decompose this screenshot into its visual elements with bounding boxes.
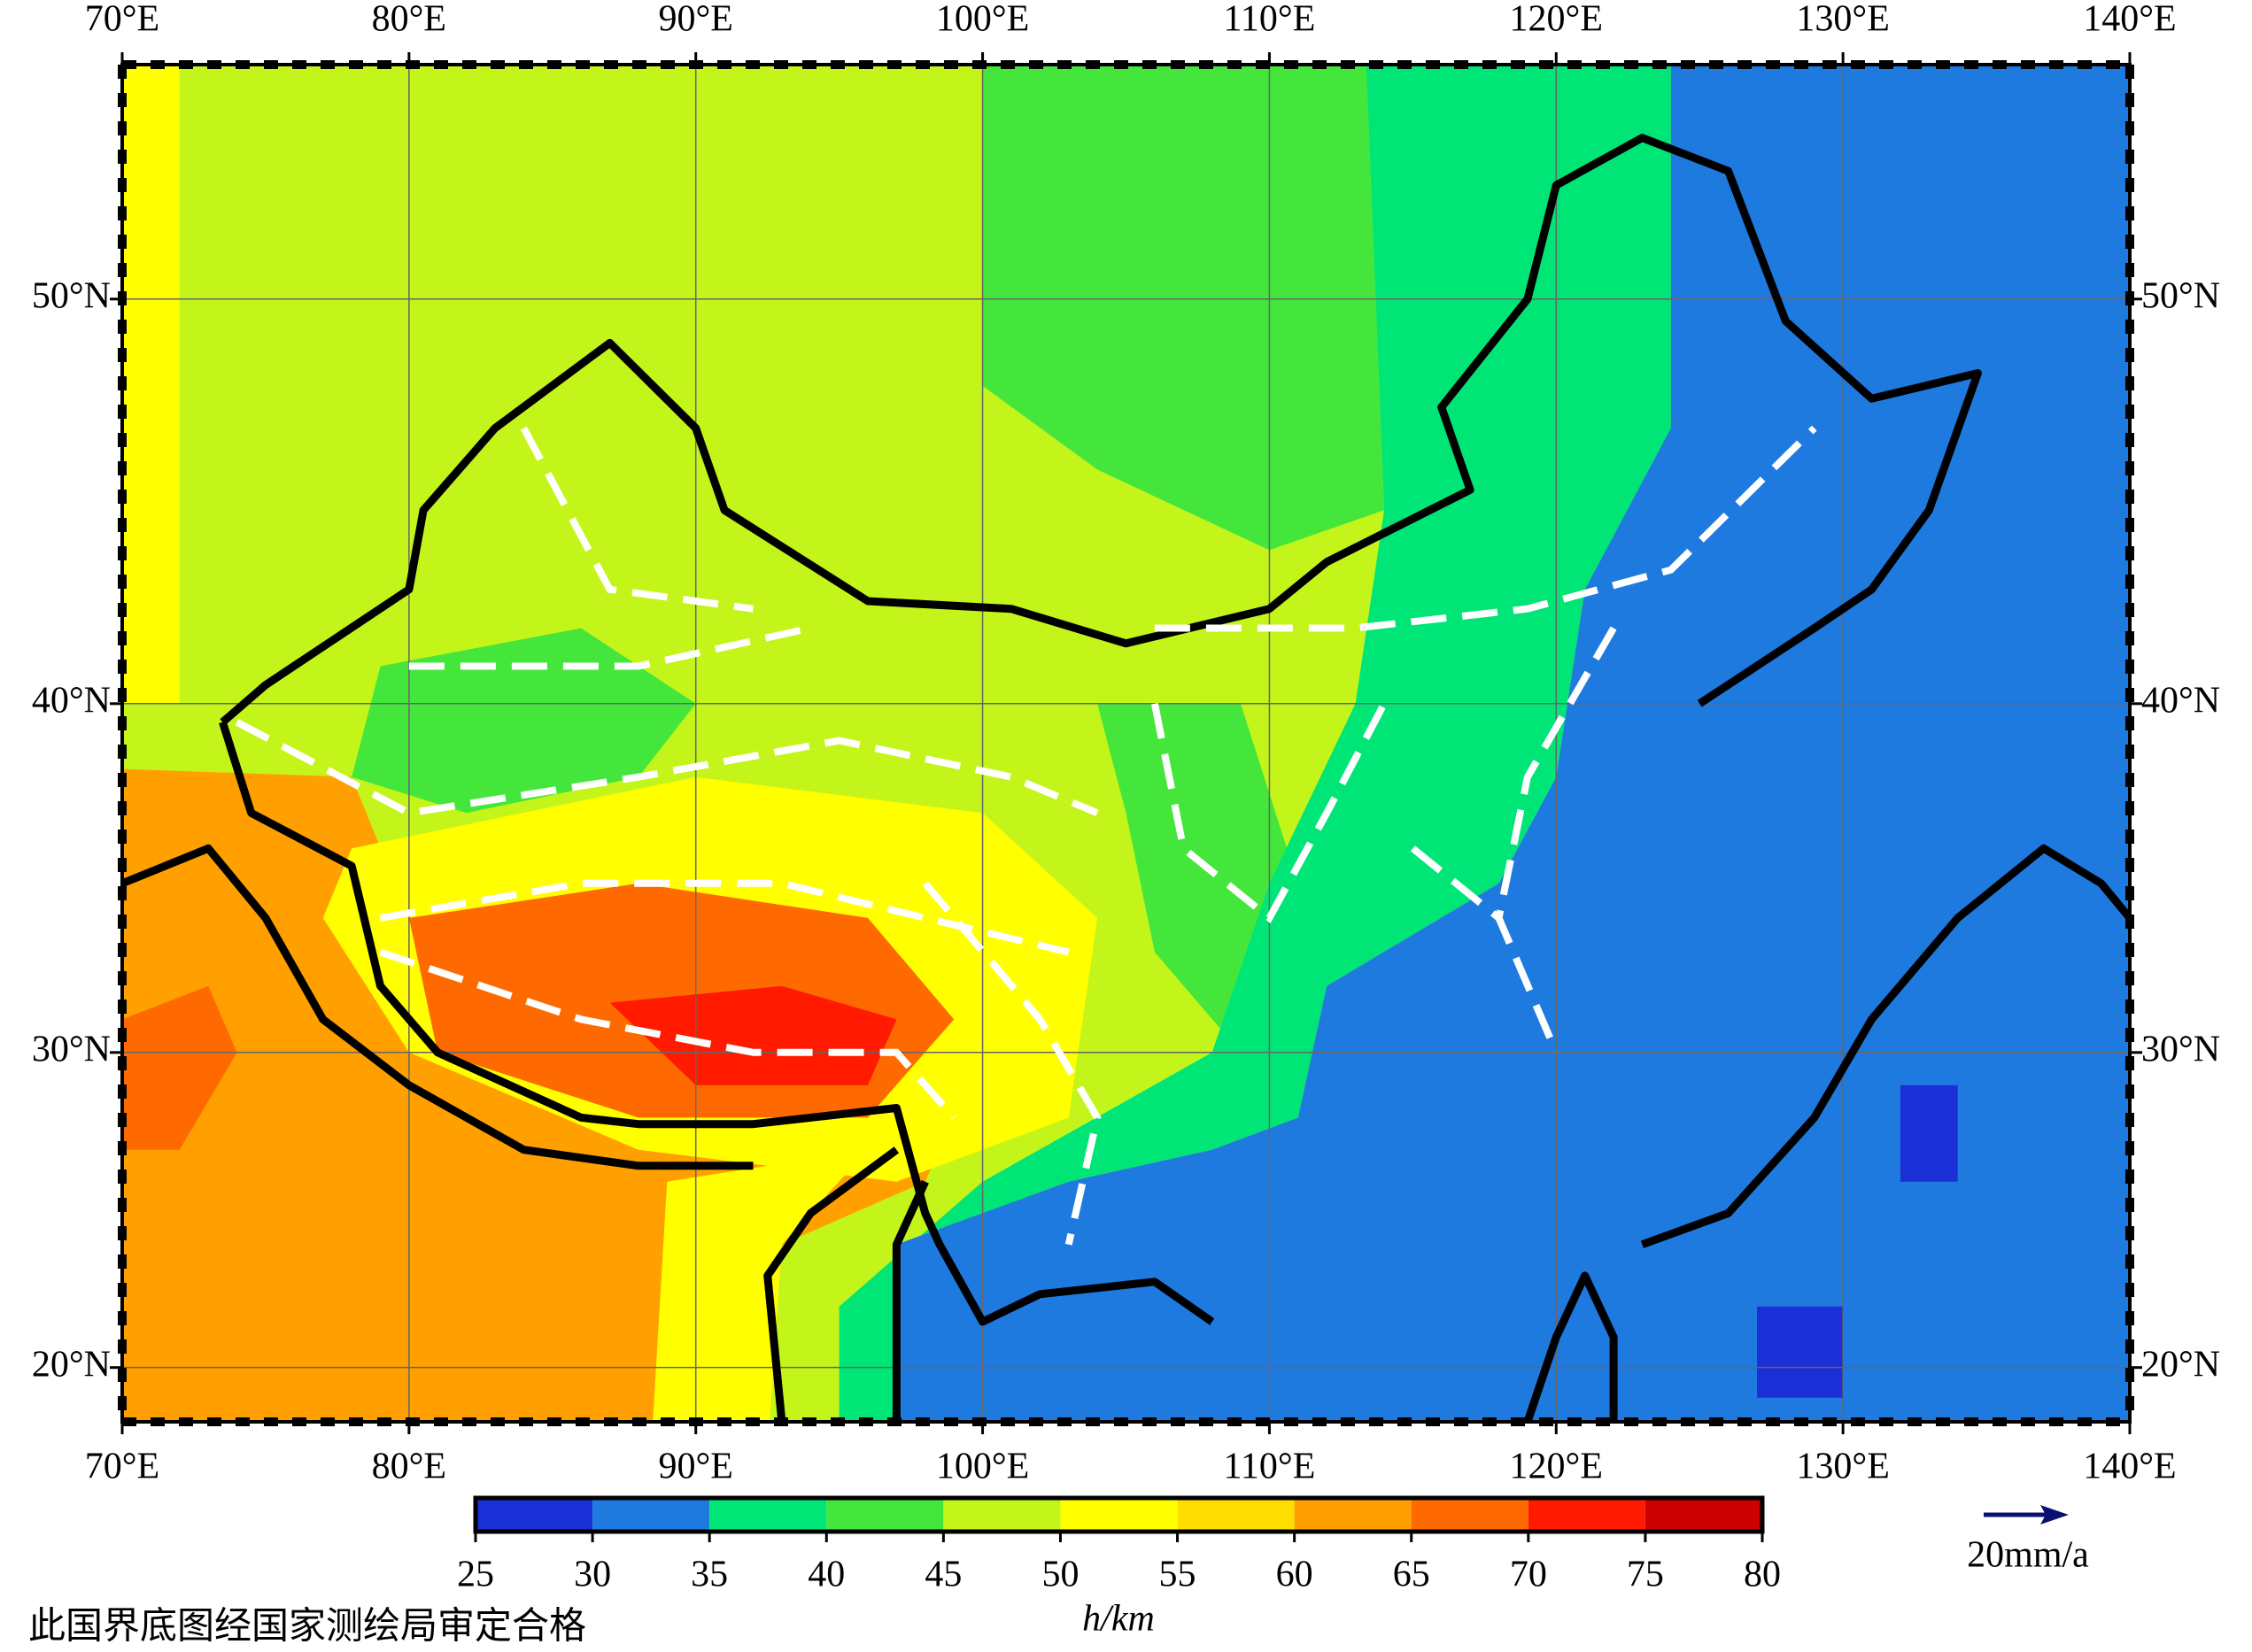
x-tick-label: 70°E — [85, 0, 159, 40]
block-boundary — [1150, 701, 1388, 924]
block-boundary — [408, 624, 812, 670]
boundary — [763, 1146, 900, 1422]
colorbar-tick-label: 80 — [1744, 1555, 1781, 1595]
colorbar-segment — [1411, 1498, 1528, 1532]
colorbar-label: h/km — [1082, 1599, 1155, 1640]
y-tick-label: 50°N — [32, 275, 111, 316]
depth-region — [896, 65, 2130, 1422]
x-tick-label: 140°E — [2083, 1447, 2176, 1487]
depth-region — [653, 1149, 868, 1422]
x-tick-label: 130°E — [1796, 0, 1889, 40]
x-tick-label: 120°E — [1510, 1447, 1603, 1487]
colorbar-tick-label: 25 — [457, 1555, 494, 1595]
depth-region — [1757, 1306, 1844, 1398]
x-tick-label: 110°E — [1223, 0, 1315, 40]
colorbar-tick-label: 65 — [1393, 1555, 1430, 1595]
y-tick-label: 30°N — [2141, 1029, 2220, 1069]
colorbar-segment — [592, 1498, 710, 1532]
y-tick-label: 40°N — [2141, 680, 2220, 721]
colorbar-tick-label: 70 — [1510, 1555, 1547, 1595]
colorbar-segment — [1294, 1498, 1412, 1532]
depth-region — [122, 65, 180, 704]
y-tick-label: 30°N — [32, 1029, 111, 1069]
depth-region — [352, 628, 696, 814]
boundary — [122, 844, 754, 1170]
y-tick-label: 50°N — [2141, 275, 2220, 316]
colorbar-segment — [1177, 1498, 1295, 1532]
x-tick-label: 80°E — [372, 0, 446, 40]
y-tick-label: 20°N — [2141, 1344, 2220, 1385]
block-boundary — [922, 881, 1102, 1246]
colorbar-tick-label: 60 — [1276, 1555, 1313, 1595]
boundary — [1523, 1271, 1618, 1422]
scale-arrow-head — [2040, 1505, 2069, 1525]
x-tick-label: 100°E — [936, 1447, 1029, 1487]
depth-region — [122, 985, 237, 1150]
colorbar-tick-label: 55 — [1159, 1555, 1196, 1595]
x-tick-label: 130°E — [1796, 1447, 1889, 1487]
colorbar-segment — [1645, 1498, 1762, 1532]
depth-region — [982, 65, 1384, 551]
x-tick-label: 140°E — [2083, 0, 2176, 40]
x-tick-label: 100°E — [936, 0, 1029, 40]
depth-region — [839, 65, 1671, 1422]
y-tick-label: 20°N — [32, 1344, 111, 1385]
colorbar-segment — [709, 1498, 827, 1532]
boundary — [892, 1179, 929, 1422]
x-tick-label: 90°E — [658, 1447, 732, 1487]
colorbar-tick-label: 50 — [1041, 1555, 1079, 1595]
block-boundary — [520, 426, 755, 613]
boundary — [219, 721, 1215, 1326]
depth-region — [609, 985, 897, 1085]
block-boundary — [235, 719, 1099, 817]
x-tick-label: 70°E — [85, 1447, 159, 1487]
colorbar-segment — [826, 1498, 944, 1532]
colorbar-segment — [1060, 1498, 1178, 1532]
colorbar-tick-label: 45 — [925, 1555, 962, 1595]
approval-note: 此国界底图经国家测绘局审定合格 — [28, 1606, 586, 1648]
colorbar-tick-label: 30 — [574, 1555, 611, 1595]
block-boundary — [379, 879, 1070, 956]
colorbar-tick-label: 35 — [691, 1555, 728, 1595]
x-tick-label: 90°E — [658, 0, 732, 40]
colorbar-segment — [476, 1498, 593, 1532]
y-tick-label: 40°N — [32, 680, 111, 721]
depth-region — [1900, 1085, 1958, 1182]
boundary — [220, 134, 1982, 726]
x-tick-label: 80°E — [372, 1447, 446, 1487]
boundary — [1640, 844, 2130, 1248]
block-boundary — [379, 948, 957, 1121]
colorbar-segment — [1528, 1498, 1645, 1532]
x-tick-label: 110°E — [1223, 1447, 1315, 1487]
colorbar-tick-label: 40 — [808, 1555, 845, 1595]
x-tick-label: 120°E — [1510, 0, 1603, 40]
scale-label: 20mm/a — [1967, 1535, 2089, 1576]
block-boundary — [1154, 425, 1817, 632]
colorbar-segment — [943, 1498, 1061, 1532]
block-boundary — [1495, 626, 1617, 919]
colorbar-frame — [473, 1495, 1765, 1534]
colorbar-tick-label: 75 — [1627, 1555, 1664, 1595]
